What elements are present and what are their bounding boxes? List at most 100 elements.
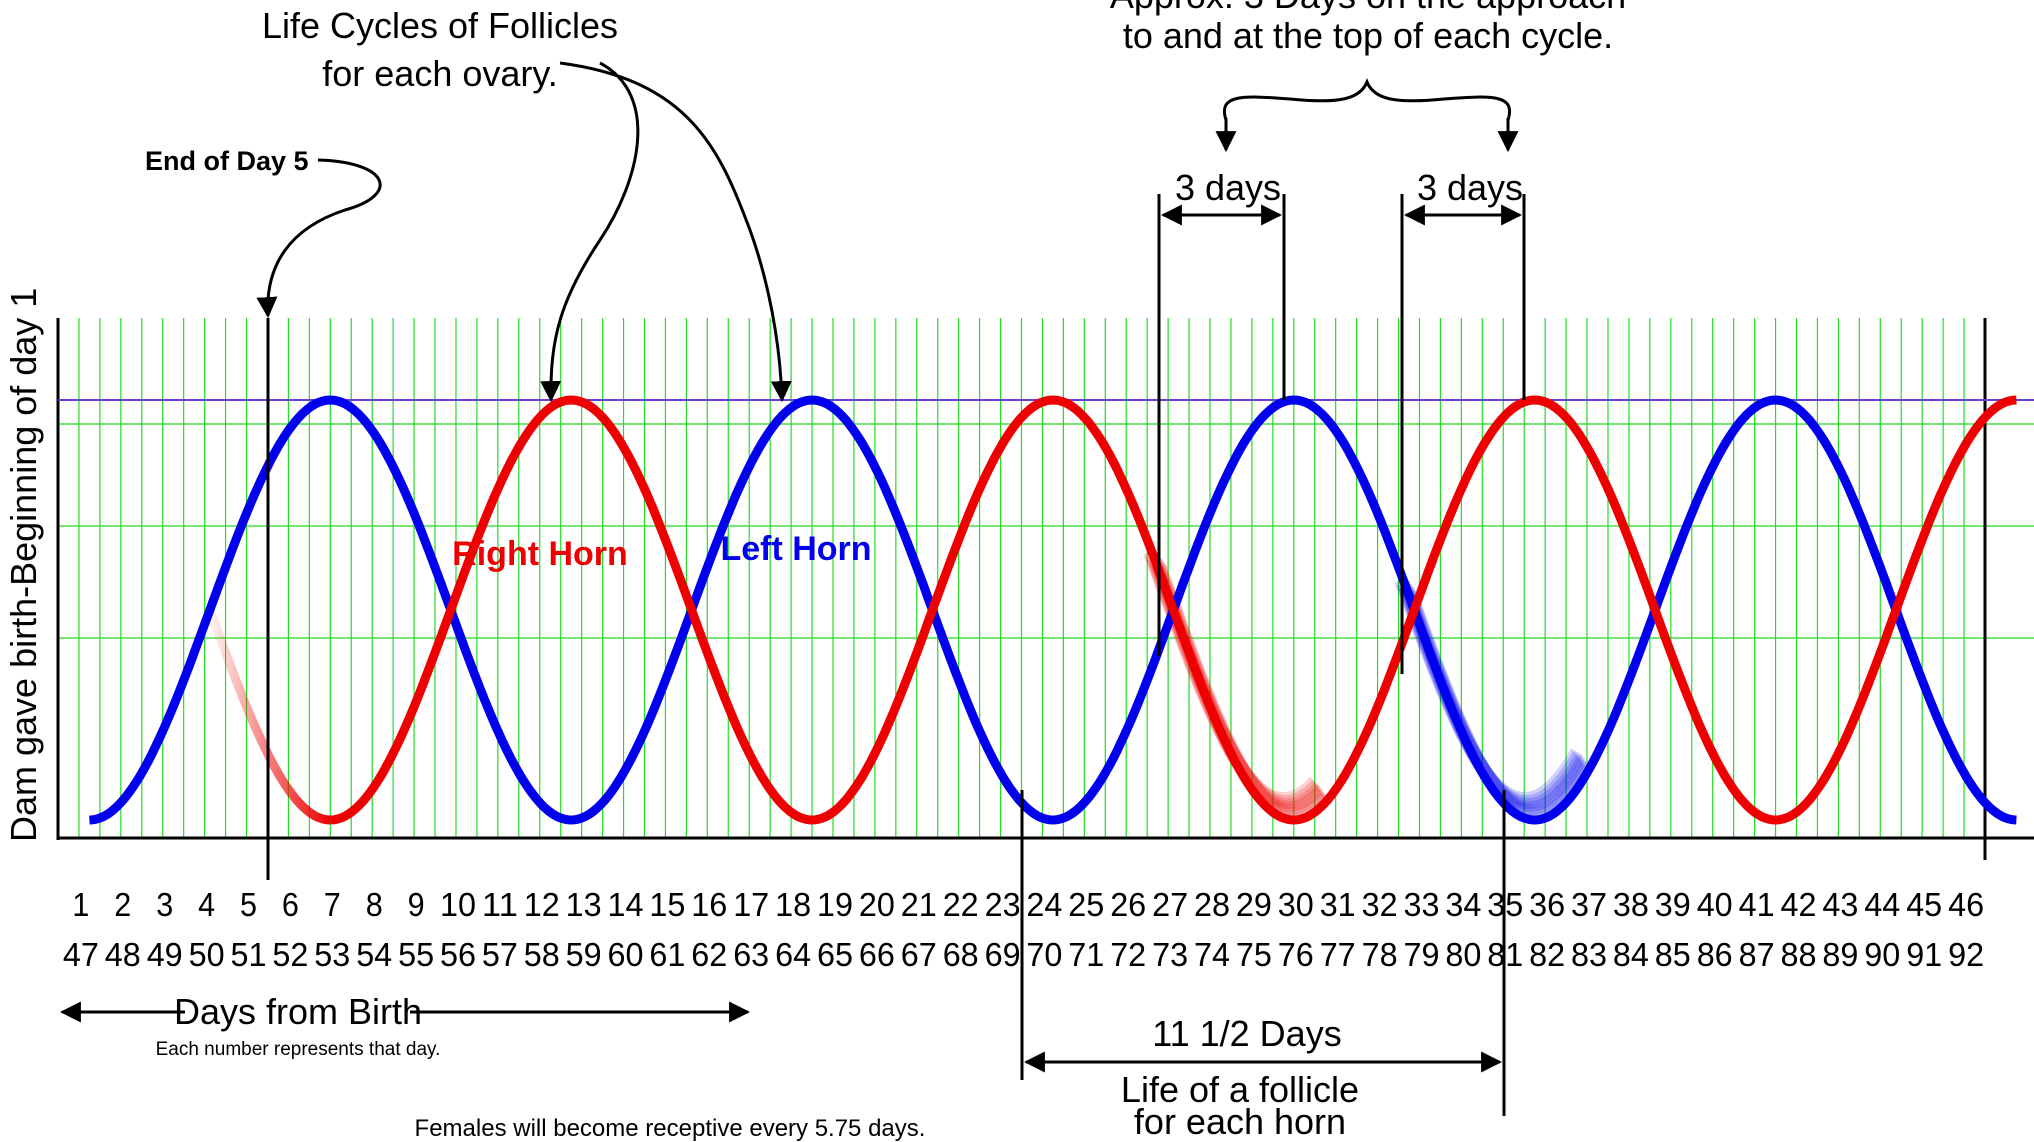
- day-tick-label: 54: [356, 936, 392, 973]
- highlight-bands: [1143, 549, 1594, 822]
- day-tick-label: 79: [1404, 936, 1440, 973]
- day-tick-label: 5: [240, 886, 257, 923]
- day-tick-label: 13: [566, 886, 602, 923]
- day-tick-label: 72: [1110, 936, 1146, 973]
- day-tick-label: 37: [1571, 886, 1607, 923]
- right-horn-label: Right Horn: [452, 535, 628, 573]
- day-tick-label: 62: [691, 936, 727, 973]
- day-tick-label: 73: [1152, 936, 1188, 973]
- day-tick-label: 9: [408, 886, 425, 923]
- day-tick-label: 53: [314, 936, 350, 973]
- day-tick-label: 23: [985, 886, 1021, 923]
- receptive-note: Females will become receptive every 5.75…: [415, 1115, 926, 1142]
- day-tick-label: 51: [231, 936, 267, 973]
- life-cycles-label-line2: for each ovary.: [322, 53, 557, 94]
- life-cycles-label-line1: Life Cycles of Follicles: [262, 5, 618, 46]
- x-axis-label: Days from Birth: [174, 991, 422, 1032]
- each-number-note: Each number represents that day.: [156, 1039, 441, 1060]
- end-of-day5-arrow: [256, 158, 382, 319]
- day-tick-label: 78: [1362, 936, 1398, 973]
- day-tick-label: 84: [1613, 936, 1649, 973]
- day-tick-label: 18: [775, 886, 811, 923]
- day-tick-label: 22: [943, 886, 979, 923]
- day-tick-label: 45: [1906, 886, 1942, 923]
- day-tick-label: 40: [1697, 886, 1733, 923]
- left-horn-pointer-arrow: [559, 61, 792, 403]
- day-tick-label: 34: [1445, 886, 1481, 923]
- day-tick-label: 42: [1781, 886, 1817, 923]
- day-tick-label: 65: [817, 936, 853, 973]
- day-tick-label: 24: [1026, 886, 1062, 923]
- day-tick-label: 21: [901, 886, 937, 923]
- day-tick-label: 75: [1236, 936, 1272, 973]
- day-tick-label: 28: [1194, 886, 1230, 923]
- day-tick-label: 33: [1404, 886, 1440, 923]
- peak-highlight-band: [1394, 577, 1584, 807]
- day-tick-label: 57: [482, 936, 518, 973]
- day-tick-label: 10: [440, 886, 476, 923]
- day-tick-label: 43: [1822, 886, 1858, 923]
- day-tick-label: 49: [147, 936, 183, 973]
- day-tick-label: 58: [524, 936, 560, 973]
- left-horn-series-line: [89, 395, 2017, 825]
- day-tick-label: 1: [72, 886, 89, 923]
- day-tick-label: 26: [1110, 886, 1146, 923]
- day-tick-label: 11: [482, 886, 518, 923]
- right-horn-pointer-arrow: [540, 61, 640, 403]
- day-tick-label: 67: [901, 936, 937, 973]
- day-tick-label: 66: [859, 936, 895, 973]
- day-tick-label: 52: [272, 936, 308, 973]
- day-tick-label: 32: [1362, 886, 1398, 923]
- y-axis-label: Dam gave birth-Beginning of day 1: [3, 288, 44, 842]
- day-tick-label: 47: [63, 936, 99, 973]
- day-tick-label: 25: [1068, 886, 1104, 923]
- day-tick-label: 29: [1236, 886, 1272, 923]
- day-tick-label: 71: [1068, 936, 1104, 973]
- day-tick-label: 17: [733, 886, 769, 923]
- day-tick-label: 70: [1026, 936, 1062, 973]
- day-tick-label: 90: [1864, 936, 1900, 973]
- day-tick-label: 59: [566, 936, 602, 973]
- approach-brace: [1223, 78, 1511, 121]
- day-tick-label: 35: [1487, 886, 1523, 923]
- day-tick-label: 15: [649, 886, 685, 923]
- left-horn-label: Left Horn: [720, 530, 871, 568]
- day-tick-label: 19: [817, 886, 853, 923]
- three-days-b-label: 3 days: [1417, 167, 1523, 208]
- day-tick-label: 77: [1320, 936, 1356, 973]
- day-tick-label: 31: [1320, 886, 1356, 923]
- horn-curves: [89, 395, 2017, 825]
- day-tick-label: 82: [1529, 936, 1565, 973]
- day-tick-label: 14: [608, 886, 644, 923]
- day-tick-label: 36: [1529, 886, 1565, 923]
- chart-grid: [57, 318, 2034, 838]
- day-tick-label: 38: [1613, 886, 1649, 923]
- day-tick-label: 76: [1278, 936, 1314, 973]
- day-tick-label: 80: [1445, 936, 1481, 973]
- day-tick-label: 63: [733, 936, 769, 973]
- day-tick-label: 74: [1194, 936, 1230, 973]
- day-tick-label: 64: [775, 936, 811, 973]
- day-tick-label: 20: [859, 886, 895, 923]
- day-tick-label: 39: [1655, 886, 1691, 923]
- approach-label-line2: to and at the top of each cycle.: [1123, 15, 1613, 56]
- day-tick-label: 27: [1152, 886, 1188, 923]
- day-tick-label: 88: [1781, 936, 1817, 973]
- day-tick-label: 4: [198, 886, 215, 923]
- day-tick-label: 12: [524, 886, 560, 923]
- day-tick-label: 85: [1655, 936, 1691, 973]
- day-tick-label: 2: [114, 886, 131, 923]
- day-tick-label: 60: [608, 936, 644, 973]
- day-tick-label: 50: [189, 936, 225, 973]
- life-of-follicle-line1: Life of a follicle: [1121, 1069, 1359, 1110]
- day-tick-label: 41: [1739, 886, 1775, 923]
- three-days-a-label: 3 days: [1175, 167, 1281, 208]
- day-tick-label: 92: [1948, 936, 1984, 973]
- day-tick-label: 48: [105, 936, 141, 973]
- approach-label-line1: Approx. 3 Days on the approach: [1110, 0, 1626, 16]
- day-tick-labels: 1 2 3 4 5 6 7 8 9 10 11 12 13 14 15 16 17 18 19 20 21 22 23 24 2…: [63, 886, 1984, 973]
- day-tick-label: 7: [324, 886, 341, 923]
- day-tick-label: 30: [1278, 886, 1314, 923]
- eleven-half-days-label: 11 1/2 Days: [1152, 1013, 1341, 1054]
